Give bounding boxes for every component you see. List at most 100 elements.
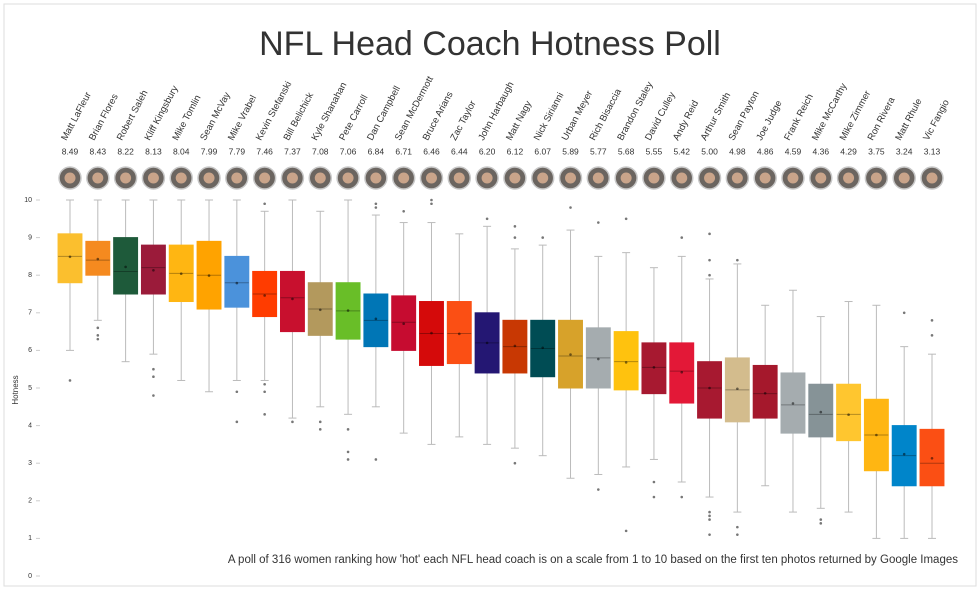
outlier (318, 428, 322, 431)
mean-marker (819, 410, 823, 414)
outlier (346, 450, 350, 454)
mean-label: 6.07 (534, 146, 551, 156)
y-tick-label: 5 (28, 385, 32, 392)
mean-marker (96, 257, 100, 261)
coach-face (120, 172, 132, 184)
y-tick-label: 4 (28, 422, 32, 429)
mean-marker (513, 344, 517, 348)
mean-marker (624, 361, 628, 364)
outlier (374, 206, 378, 209)
coach-face (537, 172, 549, 184)
outlier (152, 375, 155, 379)
outlier (96, 334, 100, 337)
coach-face (314, 172, 326, 184)
mean-label: 8.43 (90, 146, 107, 156)
mean-marker (235, 281, 239, 285)
coach-face (147, 172, 159, 184)
mean-marker (902, 452, 906, 456)
box (224, 255, 250, 308)
outlier (736, 533, 739, 536)
y-tick-label: 2 (28, 498, 32, 505)
mean-marker (374, 317, 378, 321)
mean-label: 3.13 (924, 146, 941, 156)
mean-label: 8.22 (117, 146, 134, 156)
mean-marker (263, 294, 266, 297)
mean-label: 6.71 (395, 146, 412, 156)
outlier (708, 514, 711, 518)
mean-label: 7.37 (284, 146, 301, 156)
outlier (708, 232, 711, 236)
mean-label: 7.06 (340, 146, 357, 156)
y-tick-label: 8 (28, 272, 32, 279)
outlier (624, 217, 628, 221)
coach-name: Matt Rhule (893, 97, 924, 143)
mean-marker (402, 322, 405, 326)
mean-label: 6.20 (479, 146, 496, 156)
coach-face (787, 172, 799, 184)
mean-marker (847, 413, 850, 416)
coach-face (759, 172, 771, 184)
outlier (430, 198, 433, 202)
outlier (513, 461, 517, 465)
outlier (736, 525, 739, 529)
outlier (430, 202, 433, 206)
coach-face (481, 172, 493, 184)
mean-label: 4.29 (840, 146, 857, 156)
mean-label: 5.55 (646, 146, 663, 156)
coach-face (370, 172, 382, 184)
coach-face (815, 172, 827, 184)
box (808, 383, 834, 438)
outlier (263, 390, 266, 394)
outlier (680, 495, 684, 499)
coach-face (453, 172, 465, 184)
mean-marker (708, 386, 711, 390)
outlier (346, 428, 350, 431)
coach-face (676, 172, 688, 184)
outlier (597, 221, 600, 224)
coach-face (704, 172, 716, 184)
coach-face (565, 172, 577, 184)
mean-marker (930, 457, 934, 460)
box (613, 331, 639, 391)
box (57, 233, 83, 284)
box (697, 361, 723, 419)
y-tick-label: 9 (28, 234, 32, 241)
outlier (930, 319, 934, 322)
outlier (708, 273, 711, 277)
y-tick-label: 7 (28, 310, 32, 317)
outlier (652, 495, 656, 499)
box (446, 301, 472, 365)
coach-face (898, 172, 910, 184)
coach-name: Joe Judge (754, 99, 784, 143)
outlier (152, 394, 155, 397)
outlier (736, 258, 739, 262)
coach-face (92, 172, 104, 184)
coach-face (286, 172, 298, 184)
y-tick-label: 1 (28, 535, 32, 542)
mean-label: 5.77 (590, 146, 607, 156)
y-tick-label: 10 (24, 197, 32, 204)
mean-label: 4.98 (729, 146, 746, 156)
mean-marker (569, 353, 572, 356)
outlier (819, 522, 823, 525)
mean-marker (68, 255, 72, 259)
outlier (68, 379, 72, 382)
box (279, 270, 305, 333)
outlier (263, 202, 266, 206)
coach-face (648, 172, 660, 184)
coach-face (926, 172, 938, 184)
mean-marker (791, 402, 795, 405)
coach-face (231, 172, 243, 184)
outlier (96, 326, 100, 330)
mean-label: 6.84 (368, 146, 385, 156)
coach-name: Zac Taylor (448, 99, 478, 143)
outlier (291, 420, 294, 424)
outlier (402, 209, 405, 213)
outlier (708, 533, 711, 536)
mean-marker (430, 331, 433, 335)
mean-label: 6.46 (423, 146, 440, 156)
coach-face (175, 172, 187, 184)
mean-label: 6.12 (507, 146, 524, 156)
outlier (318, 420, 322, 424)
mean-label: 7.46 (256, 146, 273, 156)
